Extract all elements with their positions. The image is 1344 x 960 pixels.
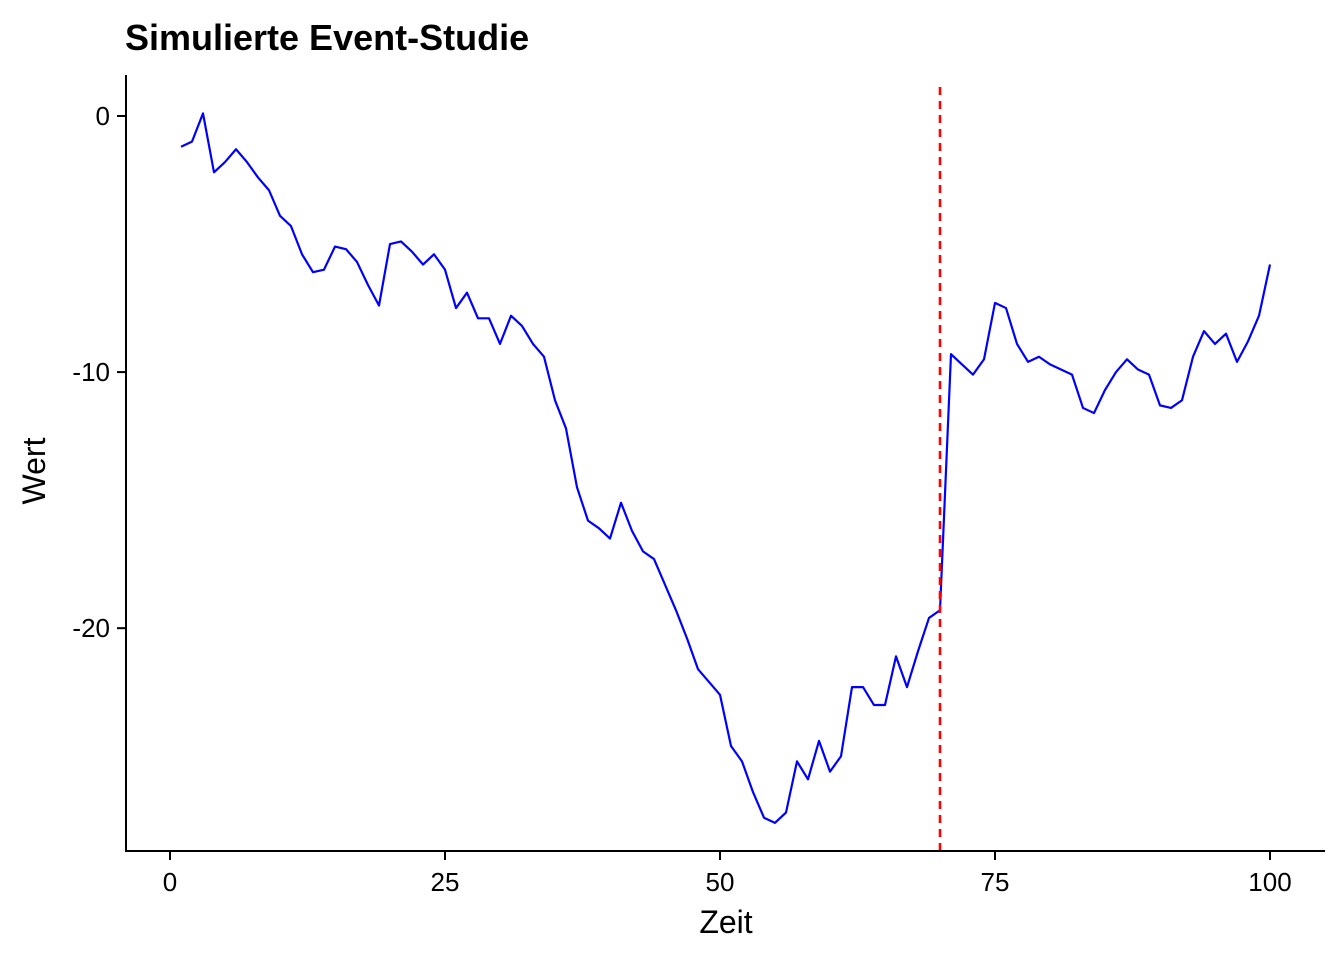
x-tick-label: 75 <box>981 867 1010 897</box>
x-axis-title: Zeit <box>699 904 752 940</box>
x-tick-label: 25 <box>431 867 460 897</box>
axis-ticks: 0 25 50 75 100 0 -10 -20 <box>72 101 1291 897</box>
x-tick-label: 50 <box>706 867 735 897</box>
chart-title: Simulierte Event-Studie <box>125 17 529 58</box>
y-tick-label: 0 <box>96 101 110 131</box>
y-tick-label: -20 <box>72 613 110 643</box>
x-tick-label: 0 <box>163 867 177 897</box>
plot-area <box>180 87 1272 851</box>
series-line-0 <box>180 112 1272 824</box>
y-tick-label: -10 <box>72 357 110 387</box>
y-axis-title: Wert <box>16 437 52 504</box>
x-tick-label: 100 <box>1248 867 1291 897</box>
